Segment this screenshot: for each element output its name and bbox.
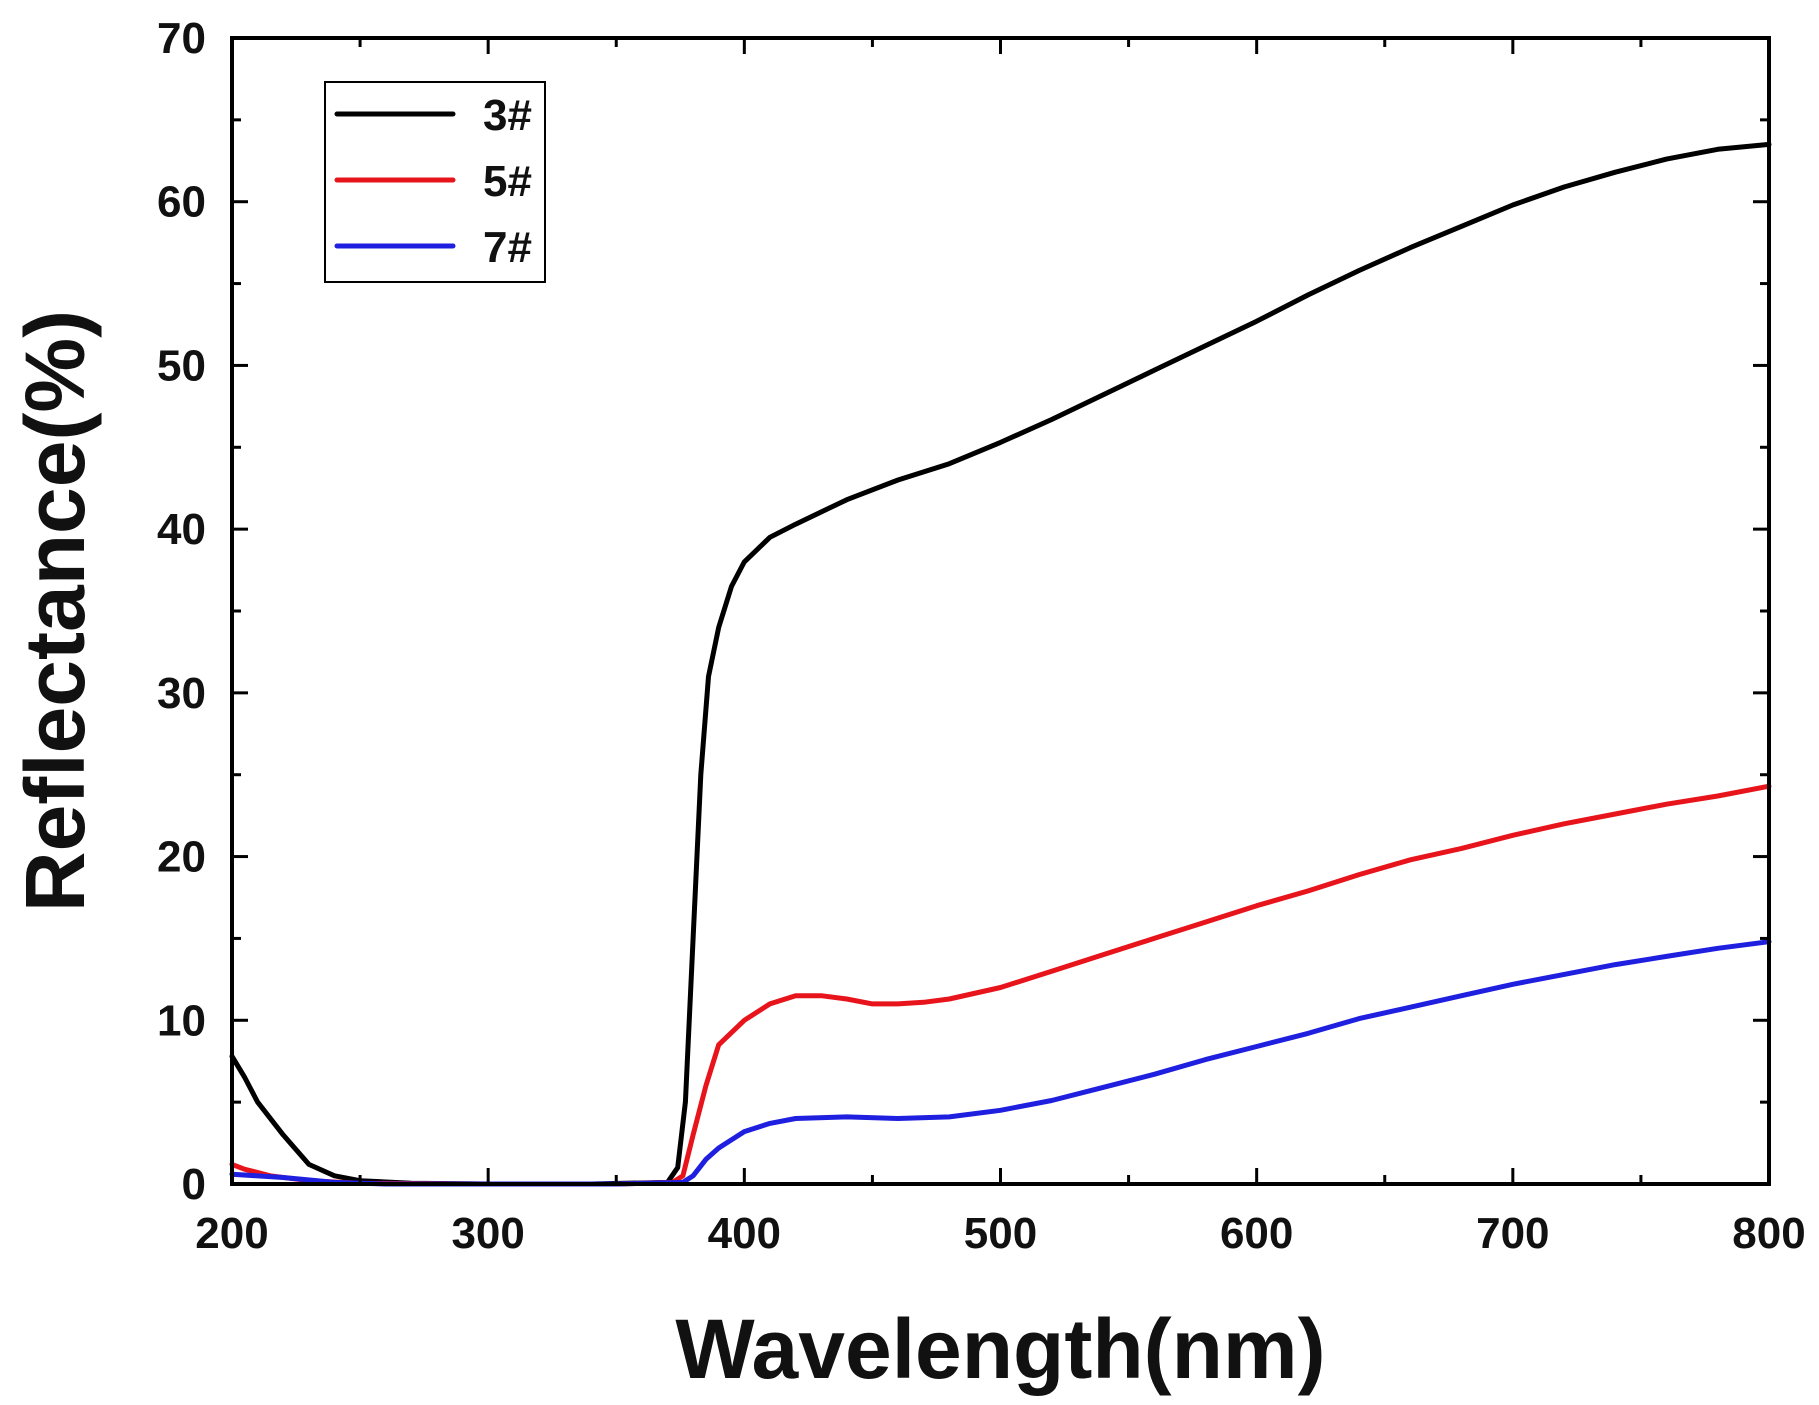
legend-label-1: 3# — [483, 91, 532, 140]
legend-label-2: 5# — [483, 157, 532, 206]
x-tick-label: 600 — [1220, 1209, 1293, 1258]
x-tick-label: 700 — [1476, 1209, 1549, 1258]
x-tick-label: 400 — [708, 1209, 781, 1258]
y-tick-label: 20 — [157, 833, 206, 882]
y-tick-label: 0 — [182, 1160, 206, 1209]
y-tick-label: 30 — [157, 669, 206, 718]
y-axis-title: Reflectance(%) — [8, 310, 102, 912]
y-tick-label: 60 — [157, 178, 206, 227]
x-tick-label: 300 — [451, 1209, 524, 1258]
legend: 3# 5# 7# — [324, 81, 546, 283]
y-tick-label: 40 — [157, 505, 206, 554]
legend-label-3: 7# — [483, 223, 532, 272]
x-tick-label: 800 — [1732, 1209, 1805, 1258]
x-tick-label: 500 — [964, 1209, 1037, 1258]
y-tick-label: 70 — [157, 14, 206, 63]
axes-layer: 200 300 400 500 600 700 800 0 10 20 30 40 50 60 70 — [157, 14, 1806, 1258]
y-tick-label: 10 — [157, 996, 206, 1045]
x-axis-title: Wavelength(nm) — [675, 1302, 1325, 1396]
y-tick-label: 50 — [157, 341, 206, 390]
x-tick-label: 200 — [195, 1209, 268, 1258]
